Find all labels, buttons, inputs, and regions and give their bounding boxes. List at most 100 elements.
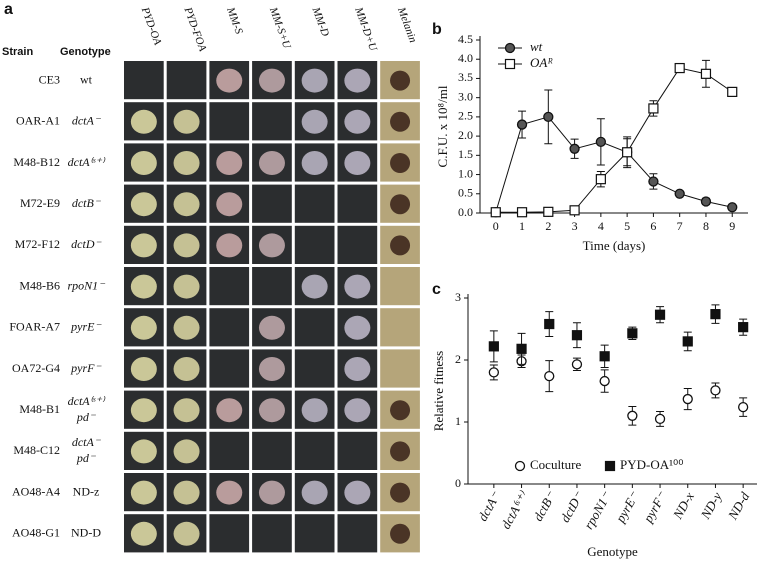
column-header: PYD-OA <box>138 5 163 47</box>
melanin-spot <box>390 111 411 132</box>
colony <box>216 151 243 175</box>
colony <box>130 480 157 505</box>
melanin-spot <box>390 153 411 173</box>
x-tick-label: 7 <box>677 219 683 233</box>
panel-label: c <box>432 281 441 298</box>
marker <box>648 176 659 187</box>
marker <box>700 196 712 207</box>
colony <box>216 398 243 423</box>
legend-label: wt <box>530 39 543 54</box>
y-tick-label: 4.5 <box>458 32 473 46</box>
plate-tile <box>380 349 420 388</box>
legend-label: OAᴿ <box>530 55 553 70</box>
genotype-label: pyrF⁻ <box>70 361 102 375</box>
x-tick-label: dctB⁻ <box>530 489 559 524</box>
x-tick-label: pyrF⁻ <box>640 489 670 526</box>
melanin-spot <box>390 441 411 462</box>
strain-label: AO48-G1 <box>12 526 60 540</box>
marker <box>654 309 666 320</box>
x-tick-label: 5 <box>624 219 630 233</box>
column-header: Melanin <box>395 5 419 45</box>
colony <box>301 68 328 93</box>
marker <box>571 359 583 370</box>
y-tick-label: 1.0 <box>458 166 473 180</box>
y-axis-label: C.F.U. x 10⁸/ml <box>435 85 450 167</box>
marker <box>674 188 685 199</box>
colony <box>130 357 157 381</box>
colony <box>344 109 371 134</box>
colony <box>216 68 243 93</box>
colony <box>173 398 200 423</box>
marker <box>622 147 633 158</box>
genotype-label: dctA⁻ <box>72 435 102 449</box>
y-tick-label: 3 <box>455 290 461 304</box>
marker <box>627 328 638 339</box>
marker <box>738 401 749 413</box>
colony <box>173 480 200 505</box>
colony <box>130 398 157 423</box>
y-tick-label: 2 <box>455 352 461 366</box>
plate-tile <box>337 514 378 553</box>
strain-label: OA72-G4 <box>12 361 60 375</box>
x-tick-label: rpoN1⁻ <box>581 489 615 532</box>
plate-tile <box>337 431 378 470</box>
strain-label: M72-E9 <box>20 196 60 210</box>
colony <box>258 151 285 175</box>
colony <box>216 480 243 505</box>
strain-label: M48-B12 <box>13 155 60 169</box>
header-strain: Strain <box>2 46 33 58</box>
plate-tile <box>380 267 420 306</box>
colony <box>130 192 157 217</box>
x-tick-label: dctA⁽ˢ⁺⁾ <box>498 488 532 532</box>
x-tick-label: 0 <box>493 219 499 233</box>
melanin-spot <box>390 400 411 421</box>
column-header: MM-D+U <box>352 5 379 54</box>
marker <box>674 62 685 74</box>
marker <box>682 336 693 347</box>
marker <box>569 143 580 154</box>
genotype-label: dctA⁽ˢ⁺⁾ <box>68 155 106 169</box>
x-tick-label: 2 <box>545 219 551 233</box>
plate-tile <box>294 514 335 553</box>
genotype-label: ND-z <box>73 484 100 498</box>
x-tick-label: dctD⁻ <box>557 489 587 525</box>
column-header: MM-S+U <box>267 5 294 51</box>
plate-tile <box>337 225 378 264</box>
x-tick-label: ND-y <box>697 489 725 522</box>
colony <box>130 274 157 299</box>
colony <box>344 68 371 93</box>
x-tick-label: ND-x <box>669 489 697 522</box>
marker <box>490 207 501 218</box>
colony <box>130 109 157 134</box>
y-tick-label: 3.5 <box>458 70 473 84</box>
colony <box>301 398 328 423</box>
legend-marker <box>504 42 516 54</box>
plate-tile <box>294 225 335 264</box>
colony <box>301 109 328 134</box>
plate-tile <box>252 267 292 306</box>
colony <box>301 151 328 175</box>
colony <box>173 315 200 340</box>
marker <box>599 351 610 362</box>
strain-label: FOAR-A7 <box>9 320 60 334</box>
column-header: MM-D <box>309 5 331 38</box>
melanin-spot <box>390 70 411 91</box>
x-tick-label: 8 <box>703 219 709 233</box>
x-tick-label: pyrE⁻ <box>612 489 642 526</box>
legend-marker <box>514 460 526 472</box>
plate-tile <box>252 431 292 470</box>
x-tick-label: dctA⁻ <box>475 489 504 524</box>
plate-tile <box>209 349 250 388</box>
marker <box>516 207 528 218</box>
y-tick-label: 0.0 <box>458 205 473 219</box>
plate-tile <box>124 61 164 100</box>
plate-tile <box>209 308 250 347</box>
colony <box>173 151 200 175</box>
genotype-label: dctA⁽ˢ⁺⁾ <box>68 394 106 408</box>
colony <box>344 151 371 175</box>
plate-tile <box>294 184 335 223</box>
plate-tile <box>252 184 292 223</box>
marker <box>516 343 527 354</box>
marker <box>599 375 610 387</box>
